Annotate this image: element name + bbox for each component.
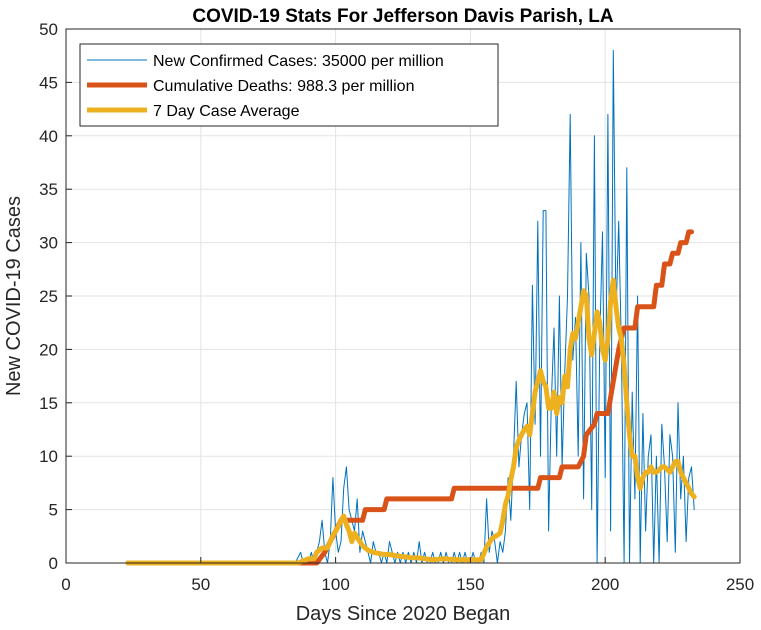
- y-tick-label: 15: [39, 394, 58, 413]
- x-tick-label: 200: [591, 575, 619, 594]
- series-layer: [125, 49, 697, 566]
- series-line-new-cases: [127, 49, 695, 564]
- legend-box: [79, 43, 499, 127]
- y-tick-label: 45: [39, 73, 58, 92]
- x-axis-label: Days Since 2020 Began: [296, 603, 511, 625]
- y-tick-label: 25: [39, 287, 58, 306]
- y-tick-label: 0: [49, 554, 58, 573]
- y-tick-label: 10: [39, 447, 58, 466]
- x-tick-label: 150: [456, 575, 484, 594]
- y-tick-label: 20: [39, 340, 58, 359]
- y-tick-label: 50: [39, 20, 58, 39]
- chart-title: COVID-19 Stats For Jefferson Davis Paris…: [192, 6, 614, 27]
- x-tick-label: 50: [191, 575, 210, 594]
- legend-label-new-cases: New Confirmed Cases: 35000 per million: [153, 53, 444, 70]
- series-line-cumulative-deaths: [125, 229, 694, 566]
- legend-label-cumulative-deaths: Cumulative Deaths: 988.3 per million: [153, 78, 414, 95]
- y-tick-label: 40: [39, 127, 58, 146]
- x-tick-label: 250: [726, 575, 754, 594]
- ticks: 0 50 100 150 200 250 0 5 10 15 20 25 30 35 40 45 50: [39, 20, 754, 594]
- legend: New Confirmed Cases: 35000 per million C…: [79, 43, 499, 127]
- y-tick-label: 5: [49, 501, 58, 520]
- y-tick-label: 35: [39, 180, 58, 199]
- x-tick-label: 0: [61, 575, 70, 594]
- x-tick-label: 100: [321, 575, 349, 594]
- y-tick-label: 30: [39, 234, 58, 253]
- legend-label-seven-day-average: 7 Day Case Average: [153, 103, 300, 120]
- y-axis-label: New COVID-19 Cases: [3, 196, 25, 396]
- series-line-seven-day-average: [125, 277, 697, 566]
